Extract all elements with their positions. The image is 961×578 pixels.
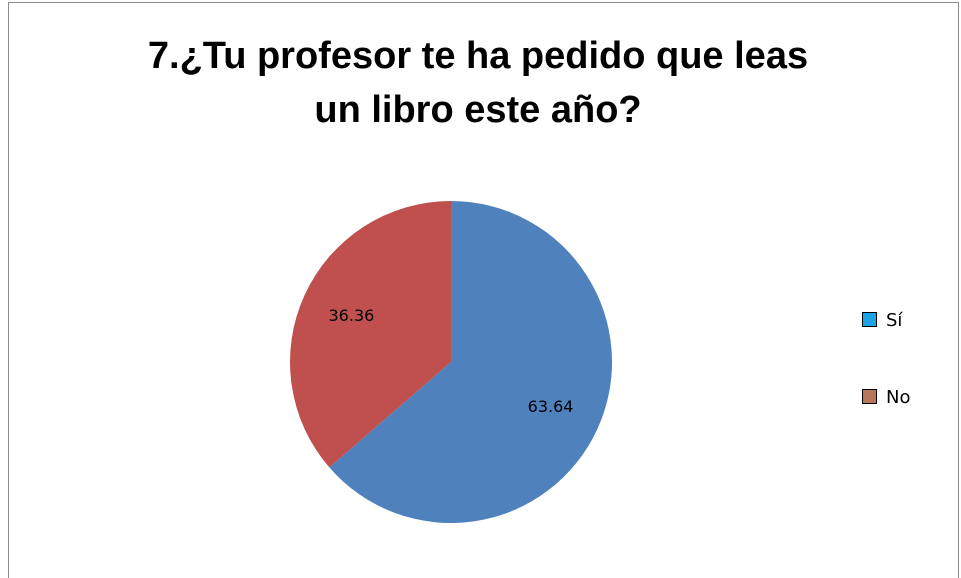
data-label: 63.64 [528,397,574,416]
chart-title: un libro este año? [314,89,641,131]
legend-swatch [862,312,877,327]
pie-slice [329,201,612,524]
legend-label: Sí [886,310,903,331]
chart-title: 7.¿Tu profesor te ha pedido que leas [148,35,808,77]
legend-swatch [862,389,877,404]
data-label: 36.36 [329,306,375,325]
pie-slice [290,201,451,468]
legend-label: No [886,387,910,408]
